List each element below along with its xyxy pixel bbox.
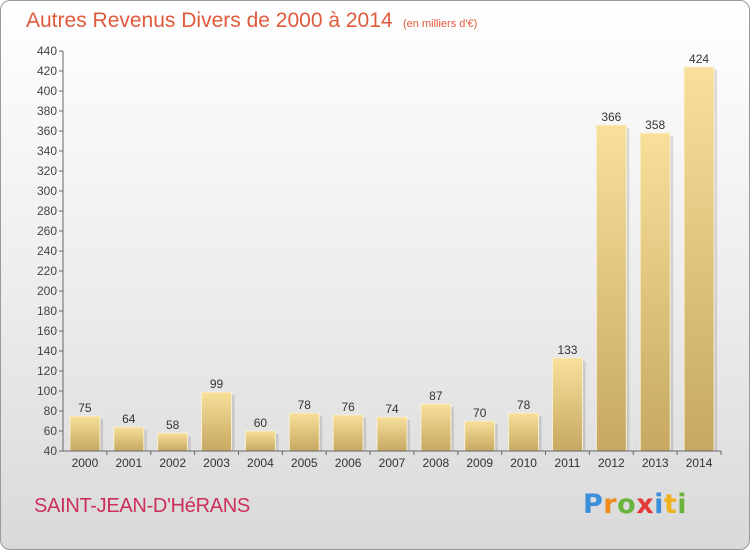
bar xyxy=(639,132,671,452)
y-tick-label: 400 xyxy=(37,84,57,98)
logo-letter: i xyxy=(654,489,664,520)
y-tick-label: 160 xyxy=(37,324,57,338)
logo-letter: o xyxy=(617,489,637,520)
x-tick-label: 2001 xyxy=(115,456,142,470)
x-tick-label: 2000 xyxy=(72,456,99,470)
x-tick-label: 2002 xyxy=(159,456,186,470)
data-label: 74 xyxy=(385,402,399,416)
y-tick-label: 180 xyxy=(37,304,57,318)
y-tick-label: 220 xyxy=(37,264,57,278)
data-label: 78 xyxy=(517,398,531,412)
y-tick-label: 440 xyxy=(37,44,57,58)
logo-letter: t xyxy=(663,489,678,520)
bar xyxy=(332,414,364,452)
y-tick-label: 360 xyxy=(37,124,57,138)
bar xyxy=(288,412,320,452)
x-tick-label: 2004 xyxy=(247,456,274,470)
data-label: 75 xyxy=(78,401,92,415)
bar xyxy=(244,430,276,452)
x-tick-label: 2010 xyxy=(510,456,537,470)
bar xyxy=(464,420,496,452)
logo-letter: r xyxy=(603,489,618,520)
commune-name: SAINT-JEAN-D'HéRANS xyxy=(34,495,250,517)
y-tick-label: 80 xyxy=(44,404,58,418)
proxiti-logo[interactable]: Proxiti xyxy=(583,489,687,520)
y-tick-label: 260 xyxy=(37,224,57,238)
data-label: 366 xyxy=(601,110,621,124)
y-tick-label: 120 xyxy=(37,364,57,378)
bar xyxy=(595,124,627,452)
y-tick-label: 40 xyxy=(44,444,58,458)
title-row: Autres Revenus Divers de 2000 à 2014 (en… xyxy=(26,9,477,33)
x-tick-label: 2011 xyxy=(555,456,581,470)
y-tick-label: 340 xyxy=(37,144,57,158)
data-label: 64 xyxy=(122,412,136,426)
y-tick-label: 240 xyxy=(37,244,57,258)
bar xyxy=(113,426,145,452)
data-label: 76 xyxy=(341,400,355,414)
x-tick-label: 2005 xyxy=(291,456,318,470)
y-tick-label: 200 xyxy=(37,284,57,298)
bar xyxy=(376,416,408,452)
chart-title: Autres Revenus Divers de 2000 à 2014 xyxy=(26,9,393,32)
x-tick-label: 2008 xyxy=(423,456,450,470)
data-label: 58 xyxy=(166,418,180,432)
y-tick-label: 140 xyxy=(37,344,57,358)
x-axis: 2000 2001 2002 2003 2004 2005 2006 2007 2008 2009… xyxy=(63,450,722,470)
bar xyxy=(683,66,715,452)
x-tick-label: 2003 xyxy=(203,456,230,470)
y-tick-label: 320 xyxy=(37,164,57,178)
bar xyxy=(201,391,233,452)
data-label: 424 xyxy=(689,52,709,66)
logo-letter: x xyxy=(636,489,655,520)
y-tick-label: 420 xyxy=(37,64,57,78)
bar xyxy=(508,412,540,452)
data-label: 70 xyxy=(473,406,487,420)
data-label: 60 xyxy=(254,416,268,430)
bars-group: 75 64 58 99 60 78 76 74 87 70 78 133 366 358 424 xyxy=(69,52,718,452)
y-tick-label: 380 xyxy=(37,104,57,118)
y-tick-label: 100 xyxy=(37,384,57,398)
y-tick-label: 280 xyxy=(37,204,57,218)
y-tick-label: 60 xyxy=(44,424,58,438)
bar xyxy=(69,415,101,452)
x-tick-label: 2007 xyxy=(379,456,406,470)
chart-subtitle: (en milliers d'€) xyxy=(403,18,478,30)
logo-letter: P xyxy=(583,489,604,520)
data-label: 87 xyxy=(429,389,443,403)
x-tick-label: 2014 xyxy=(686,456,713,470)
logo-letter: i xyxy=(677,489,688,520)
bar xyxy=(551,357,583,452)
x-tick-label: 2012 xyxy=(598,456,625,470)
x-tick-label: 2006 xyxy=(335,456,362,470)
x-tick-label: 2013 xyxy=(642,456,669,470)
data-label: 358 xyxy=(645,118,665,132)
data-label: 78 xyxy=(298,398,312,412)
bar xyxy=(157,432,189,452)
y-tick-label: 300 xyxy=(37,184,57,198)
data-label: 133 xyxy=(557,343,577,357)
x-tick-label: 2009 xyxy=(466,456,493,470)
bar xyxy=(420,403,452,452)
data-label: 99 xyxy=(210,377,224,391)
y-axis: 40 60 80 100 120 140 160 180 200 220 240 260 280 300 3… xyxy=(37,44,64,458)
